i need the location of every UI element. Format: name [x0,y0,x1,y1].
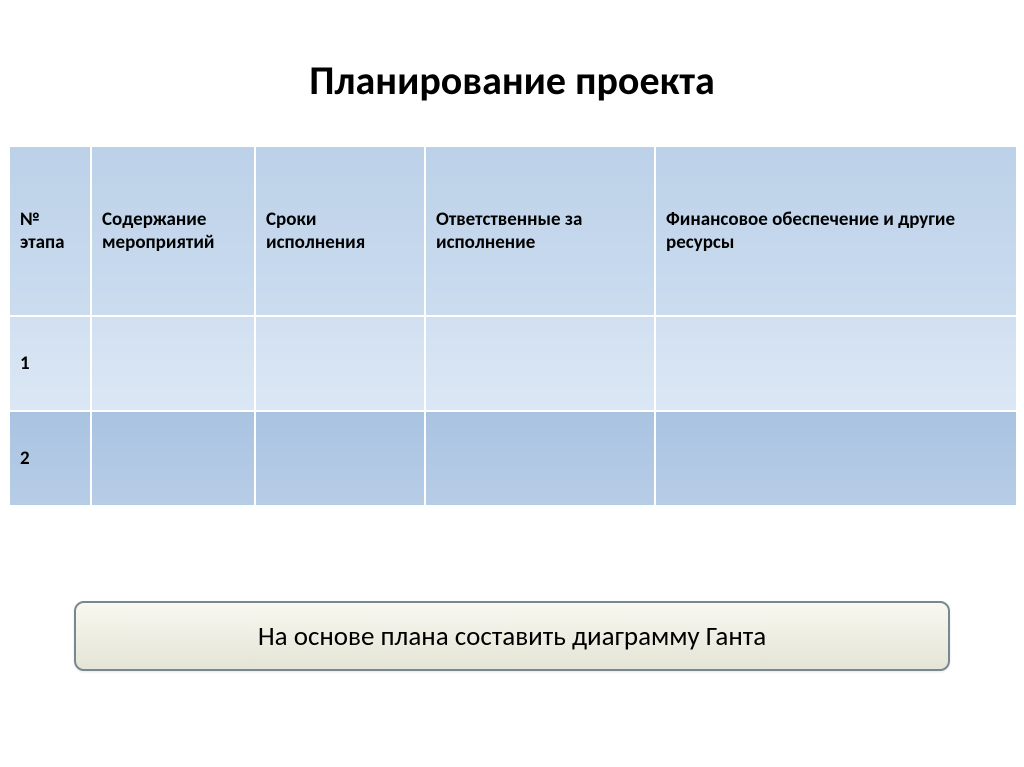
table-header-row: № этапа Содержание мероприятий Сроки исп… [9,146,1017,316]
col-header-resources: Финансовое обеспечение и другие ресурсы [655,146,1017,316]
col-header-deadlines: Сроки исполнения [255,146,425,316]
col-header-responsible: Ответственные за исполнение [425,146,655,316]
cell-resources [655,316,1017,411]
cell-activities [91,411,255,506]
cell-responsible [425,316,655,411]
cell-responsible [425,411,655,506]
col-header-activities: Содержание мероприятий [91,146,255,316]
cell-stage-number: 1 [9,316,91,411]
planning-table: № этапа Содержание мероприятий Сроки исп… [8,145,1018,507]
col-header-stage-number: № этапа [9,146,91,316]
cell-activities [91,316,255,411]
footer-text: На основе плана составить диаграмму Гант… [258,620,766,653]
table-row: 2 [9,411,1017,506]
cell-stage-number: 2 [9,411,91,506]
page-title: Планирование проекта [0,0,1024,145]
cell-resources [655,411,1017,506]
table-row: 1 [9,316,1017,411]
cell-deadlines [255,411,425,506]
cell-deadlines [255,316,425,411]
footer-callout: На основе плана составить диаграмму Гант… [74,601,950,671]
